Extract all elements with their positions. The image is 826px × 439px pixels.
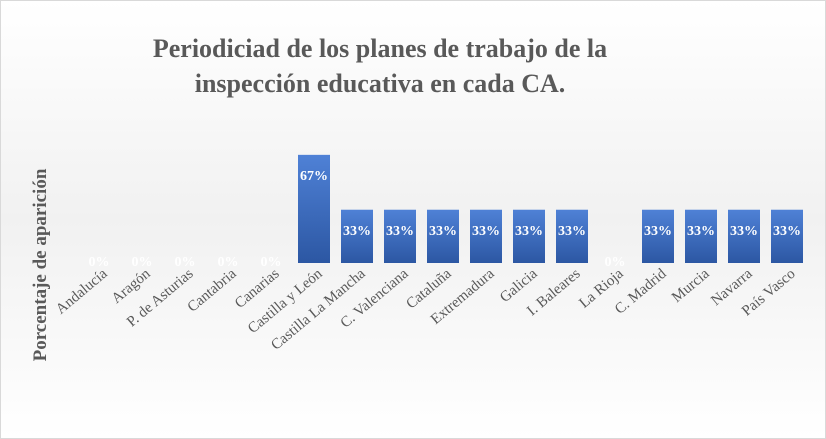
bar bbox=[642, 209, 674, 263]
chart-title-line: inspección educativa en cada CA. bbox=[195, 69, 566, 98]
value-label: 33% bbox=[343, 224, 371, 239]
value-label: 33% bbox=[386, 224, 414, 239]
bar bbox=[771, 209, 803, 263]
value-label: 0% bbox=[89, 255, 110, 270]
value-label: 0% bbox=[132, 255, 153, 270]
bar bbox=[728, 209, 760, 263]
value-label: 33% bbox=[773, 224, 801, 239]
value-label: 33% bbox=[558, 224, 586, 239]
bar bbox=[298, 154, 330, 263]
value-label: 33% bbox=[429, 224, 457, 239]
bar bbox=[470, 209, 502, 263]
value-label: 33% bbox=[515, 224, 543, 239]
bar bbox=[341, 209, 373, 263]
bar bbox=[685, 209, 717, 263]
chart-title-line: Periodiciad de los planes de trabajo de … bbox=[153, 34, 607, 63]
value-label: 33% bbox=[730, 224, 758, 239]
bar bbox=[427, 209, 459, 263]
value-label: 33% bbox=[472, 224, 500, 239]
value-label: 0% bbox=[175, 255, 196, 270]
bar bbox=[384, 209, 416, 263]
value-label: 0% bbox=[605, 255, 626, 270]
bar bbox=[513, 209, 545, 263]
y-axis-label: Porcentaje de aparición bbox=[30, 168, 51, 361]
value-label: 33% bbox=[644, 224, 672, 239]
value-label: 67% bbox=[300, 169, 328, 184]
value-label: 0% bbox=[218, 255, 239, 270]
value-label: 33% bbox=[687, 224, 715, 239]
value-label: 0% bbox=[261, 255, 282, 270]
bar bbox=[556, 209, 588, 263]
